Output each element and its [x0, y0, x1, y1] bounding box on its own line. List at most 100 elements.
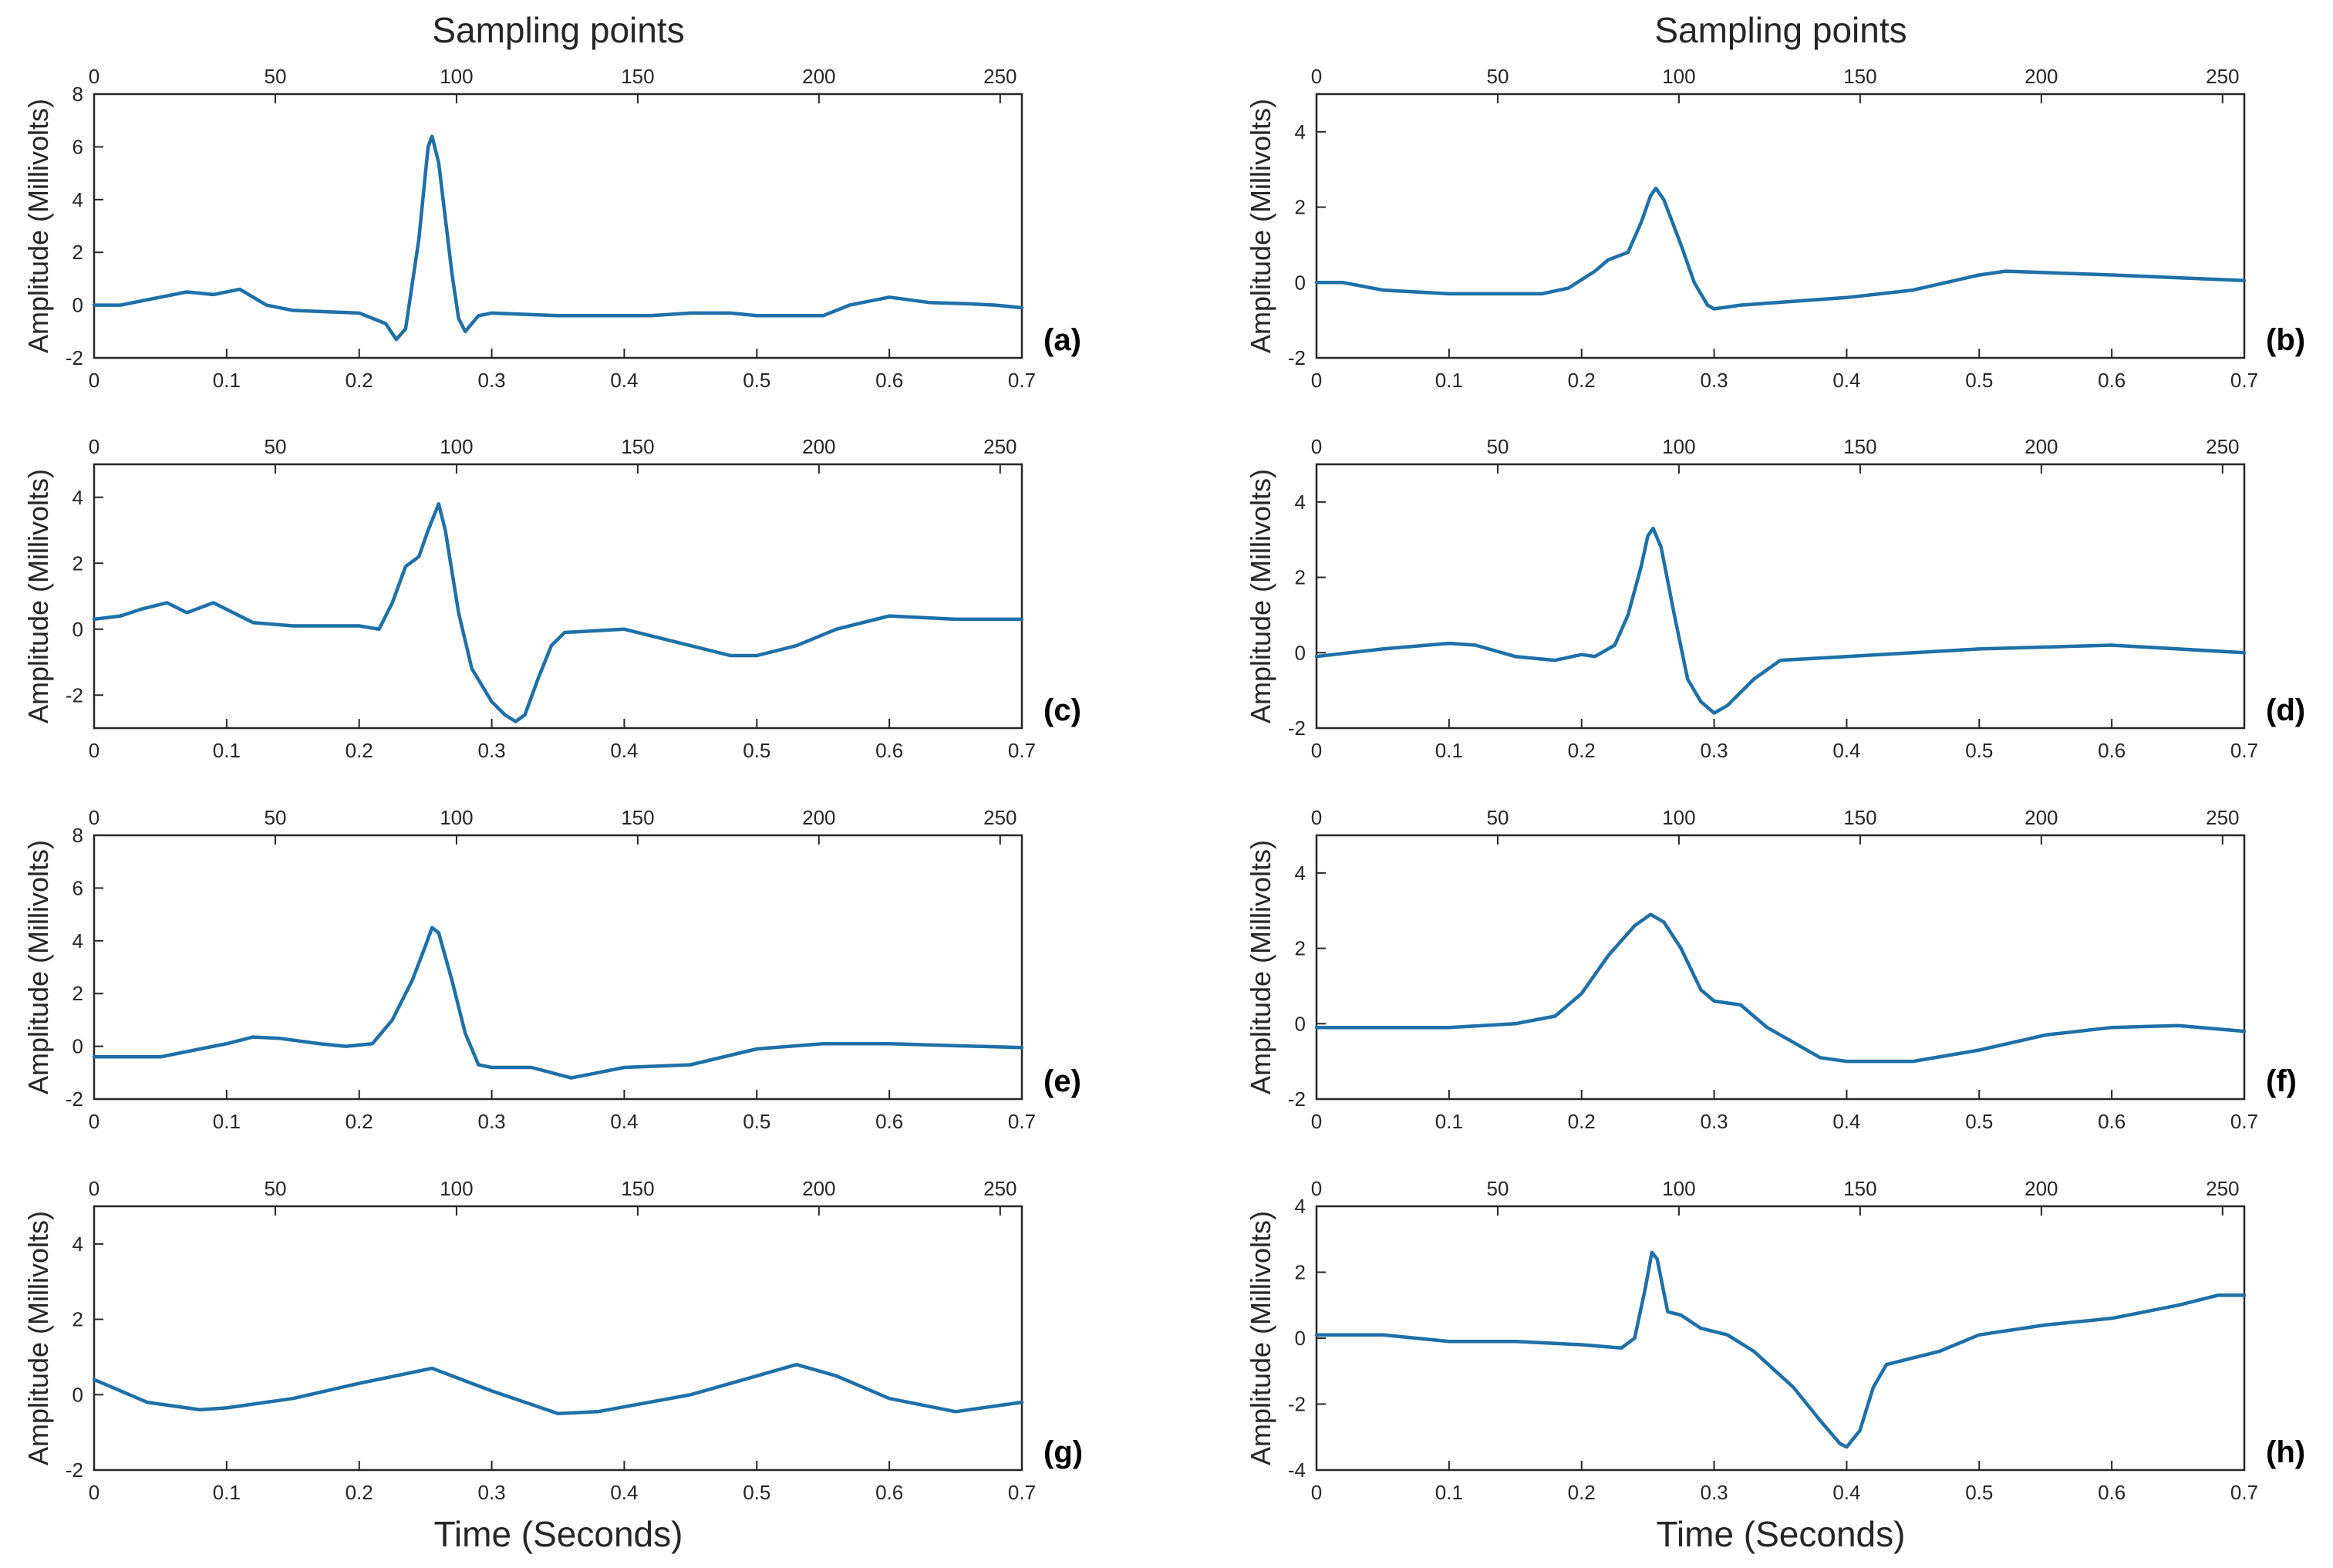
x-tick-label-c: 0.7	[1008, 739, 1036, 762]
panel-a: 0 0.1 0.2 0.3 0.4 0.5 0.6 0.7 0 50 100 150 200 250 -2 0…	[22, 65, 1081, 392]
top-tick-label-a: 200	[802, 65, 835, 88]
top-tick-label-h: 200	[2025, 1177, 2058, 1200]
x-tick-label-c: 0	[89, 739, 99, 762]
panel-label-b: (b)	[2266, 323, 2305, 357]
y-tick-label-h: 0	[1295, 1327, 1306, 1350]
y-tick-label-g: 0	[72, 1383, 83, 1406]
x-tick-label-b: 0.2	[1568, 369, 1596, 392]
x-tick-label-d: 0.5	[1965, 739, 1993, 762]
y-tick-label-g: 2	[72, 1308, 83, 1331]
top-tick-label-h: 100	[1662, 1177, 1695, 1200]
top-tick-label-f: 0	[1311, 806, 1322, 829]
top-tick-label-h: 50	[1487, 1177, 1509, 1200]
x-tick-label-c: 0.1	[213, 739, 241, 762]
y-tick-label-c: -2	[66, 683, 83, 706]
y-tick-label-d: -2	[1288, 717, 1306, 740]
panel-label-f: (f)	[2266, 1064, 2297, 1098]
top-tick-label-e: 100	[440, 806, 473, 829]
y-tick-label-h: -4	[1288, 1458, 1306, 1482]
x-tick-label-g: 0.7	[1008, 1481, 1036, 1504]
x-tick-label-g: 0.5	[743, 1481, 770, 1504]
top-tick-label-b: 200	[2025, 65, 2058, 88]
x-tick-label-d: 0.2	[1568, 739, 1596, 762]
top-axis-title-right: Sampling points	[1654, 10, 1907, 50]
panel-label-c: (c)	[1043, 693, 1081, 727]
y-tick-label-e: 6	[72, 876, 83, 899]
x-tick-label-f: 0.6	[2098, 1110, 2126, 1133]
x-tick-label-d: 0	[1311, 739, 1322, 762]
x-tick-label-h: 0.4	[1832, 1481, 1860, 1504]
x-tick-label-a: 0.4	[610, 369, 638, 392]
axes-box-g	[93, 1205, 1023, 1472]
x-tick-label-f: 0.3	[1700, 1110, 1728, 1133]
y-axis-label-e: Amplitude (Millivolts)	[22, 840, 54, 1094]
panel-b: 0 0.1 0.2 0.3 0.4 0.5 0.6 0.70 50 100 150 200 250-20…	[1245, 65, 2305, 392]
x-tick-label-g: 0.2	[346, 1481, 373, 1504]
ecg-series-line-e	[92, 926, 1024, 1080]
x-tick-label-a: 0.1	[213, 369, 241, 392]
top-axis-title-left: Sampling points	[432, 10, 684, 50]
y-tick-label-c: 0	[72, 618, 83, 641]
top-tick-label-g: 0	[89, 1177, 99, 1200]
y-tick-label-a: 6	[72, 135, 83, 158]
top-tick-label-c: 150	[621, 435, 654, 458]
top-tick-label-c: 250	[983, 435, 1016, 458]
panel-d: 0 0.1 0.2 0.3 0.4 0.5 0.6 0.70 50 100 150 200 250-20…	[1245, 435, 2305, 762]
x-tick-label-a: 0	[89, 369, 99, 392]
y-tick-label-a: -2	[66, 346, 83, 369]
x-tick-label-e: 0.7	[1008, 1110, 1036, 1133]
panel-label-g: (g)	[1043, 1435, 1083, 1469]
top-tick-label-a: 0	[89, 65, 99, 88]
x-tick-label-d: 0.7	[2230, 739, 2258, 762]
top-tick-label-g: 250	[983, 1177, 1016, 1200]
top-tick-label-g: 200	[802, 1177, 835, 1200]
panel-g: 0 0.1 0.2 0.3 0.4 0.5 0.6 0.7 0 50 100 150 200 250 -2 0…	[22, 1177, 1083, 1504]
top-tick-label-e: 200	[802, 806, 835, 829]
top-tick-label-d: 150	[1843, 435, 1876, 458]
top-tick-label-c: 0	[89, 435, 99, 458]
x-tick-label-c: 0.5	[743, 739, 770, 762]
x-tick-label-e: 0.4	[610, 1110, 638, 1133]
x-tick-label-h: 0.6	[2098, 1481, 2126, 1504]
y-tick-label-f: 0	[1295, 1012, 1306, 1035]
x-tick-label-a: 0.6	[875, 369, 903, 392]
top-tick-label-f: 200	[2025, 806, 2058, 829]
x-tick-label-c: 0.3	[477, 739, 505, 762]
x-tick-label-b: 0.4	[1832, 369, 1860, 392]
x-tick-label-f: 0.2	[1568, 1110, 1596, 1133]
axes-box-c	[93, 463, 1023, 730]
x-tick-label-f: 0.1	[1435, 1110, 1463, 1133]
x-tick-label-g: 0.3	[477, 1481, 505, 1504]
top-tick-label-g: 50	[265, 1177, 287, 1200]
axes-box-e	[93, 834, 1023, 1101]
top-tick-label-d: 0	[1311, 435, 1322, 458]
y-tick-label-e: 4	[72, 929, 83, 953]
panel-c: 0 0.1 0.2 0.3 0.4 0.5 0.6 0.7 0 50 100 150 200 250 -2 0…	[22, 435, 1081, 762]
top-tick-label-a: 150	[621, 65, 654, 88]
panel-f: 0 0.1 0.2 0.3 0.4 0.5 0.6 0.70 50 100 150 200 250-20…	[1245, 806, 2297, 1133]
x-tick-label-e: 0.5	[743, 1110, 770, 1133]
axes-box-h	[1315, 1205, 2246, 1472]
y-tick-label-g: -2	[66, 1458, 83, 1482]
panel-e: 0 0.1 0.2 0.3 0.4 0.5 0.6 0.7 0 50 100 150 200 250 -2 0…	[22, 806, 1081, 1133]
top-tick-label-g: 150	[621, 1177, 654, 1200]
top-tick-label-g: 100	[440, 1177, 473, 1200]
axes-box-d	[1315, 463, 2246, 730]
ecg-series-line-c	[92, 502, 1024, 723]
panel-label-a: (a)	[1043, 323, 1081, 357]
y-tick-label-b: 2	[1295, 196, 1306, 219]
top-tick-label-d: 250	[2206, 435, 2239, 458]
y-axis-label-f: Amplitude (Millivolts)	[1245, 840, 1276, 1094]
y-tick-label-e: 0	[72, 1035, 83, 1058]
y-tick-label-e: -2	[66, 1087, 83, 1111]
x-tick-label-h: 0.2	[1568, 1481, 1596, 1504]
top-tick-label-e: 50	[265, 806, 287, 829]
y-tick-label-h: -2	[1288, 1393, 1306, 1416]
x-tick-label-f: 0	[1311, 1110, 1322, 1133]
top-tick-label-d: 100	[1662, 435, 1695, 458]
y-tick-label-d: 0	[1295, 641, 1306, 664]
x-tick-label-b: 0.6	[2098, 369, 2126, 392]
x-tick-label-g: 0	[89, 1481, 99, 1504]
y-tick-label-d: 2	[1295, 566, 1306, 589]
y-tick-label-f: 2	[1295, 937, 1306, 960]
